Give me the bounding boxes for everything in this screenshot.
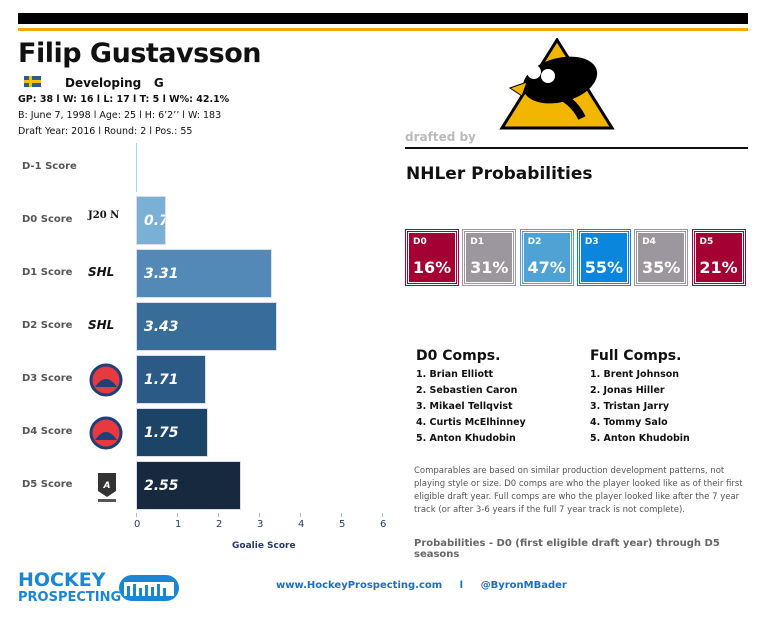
bar-3: 3.43 [136,302,277,351]
probability-label: D1 [470,237,485,247]
bio-line: B: June 7, 1998 l Age: 25 l H: 6’2’’ l W… [18,110,222,121]
d0-comps-list: 1. Brian Elliott 2. Sebastien Caron 3. M… [416,367,526,447]
d0-comps-title: D0 Comps. [416,348,501,364]
penguins-logo-icon [499,38,615,130]
probability-label: D5 [699,237,714,247]
probability-value: 55% [584,258,624,277]
probability-label: D0 [413,237,427,247]
league-logo-shl: SHL [88,264,115,279]
tick-mark [300,513,301,517]
league-logo-j20-n: J20 N [88,210,120,221]
svg-text:A: A [103,481,111,491]
brand-line1: HOCKEY [18,569,106,591]
row-label: D3 Score [22,372,73,384]
probability-box-d5: D5 21% [691,229,746,286]
bar-value-label: 3.43 [144,318,179,335]
tick-label: 3 [257,519,264,530]
tick-mark [136,513,137,517]
status-text: Developing [65,76,142,90]
bar-value-label: 0.73 [144,212,165,229]
probability-value: 16% [412,258,452,277]
bar-5: 1.75 [136,408,208,457]
bar-4: 1.71 [136,355,207,404]
footer-links: www.HockeyProspecting.com l @ByronMBader [276,580,567,591]
probability-value: 47% [527,258,566,277]
comp-item: 5. Anton Khudobin [590,433,690,444]
probability-box-d2: D2 47% [519,229,574,286]
probability-value: 21% [699,258,738,277]
probability-box-d0: D0 16% [405,229,459,286]
probabilities-title: NHLer Probabilities [406,164,593,184]
league-logo-shl: SHL [88,317,115,332]
draft-line: Draft Year: 2016 l Round: 2 l Pos.: 55 [18,126,193,137]
comp-item: 3. Tristan Jarry [590,401,670,412]
row-label: D5 Score [22,478,73,490]
bar-6: 2.55 [136,461,241,510]
drafted-by-label: drafted by [405,130,476,144]
probabilities-note: Probabilities - D0 (first eligible draft… [414,538,720,560]
row-label: D0 Score [22,213,73,225]
header-accent-line [18,28,748,31]
sweden-flag-icon [24,76,41,87]
probability-box-d4: D4 35% [634,229,689,286]
comp-item: 2. Sebastien Caron [416,385,518,396]
tick-label: 6 [380,519,387,530]
website-link[interactable]: www.HockeyProspecting.com [276,580,443,591]
position-text: G [153,76,164,90]
player-status: Developing G [65,76,164,90]
tick-mark [218,513,219,517]
tick-label: 4 [298,519,305,530]
bar-1: 0.73 [136,196,166,245]
row-label: D2 Score [22,319,73,331]
comp-item: 2. Jonas Hiller [590,385,665,396]
league-logo-hockeyallsvenskan: A [95,469,119,506]
tick-label: 0 [134,519,141,530]
x-axis-label: Goalie Score [232,541,296,551]
brand-line2: PROSPECTING [18,590,122,605]
player-name: Filip Gustavsson [18,38,262,69]
comps-note: Comparables are based on similar product… [414,466,743,515]
bar-value-label: 1.71 [144,371,179,388]
comp-item: 1. Brian Elliott [416,369,494,380]
bar-value-label: 2.55 [144,477,179,494]
header-bar [18,13,748,24]
tick-mark [382,513,383,517]
league-logo-ahl [89,363,123,400]
full-comps-list: 1. Brent Johnson 2. Jonas Hiller 3. Tris… [590,367,690,447]
tick-mark [341,513,342,517]
bar-2: 3.31 [136,249,272,298]
bar-0 [136,143,137,192]
probability-label: D2 [527,237,542,247]
row-label: D-1 Score [22,160,77,172]
divider [405,147,748,149]
twitter-link[interactable]: @ByronMBader [480,580,567,591]
comp-item: 3. Mikael Tellqvist [416,401,513,412]
row-label: D4 Score [22,425,73,437]
bar-value-label: 1.75 [144,424,179,441]
stats-line: GP: 38 l W: 16 l L: 17 l T: 5 l W%: 42.1… [18,94,230,105]
separator: l [459,580,464,591]
bar-value-label: 3.31 [144,265,179,282]
row-label: D1 Score [22,266,73,278]
comp-item: 4. Tommy Salo [590,417,668,428]
tick-mark [177,513,178,517]
comp-item: 4. Curtis McElhinney [416,417,526,428]
probability-box-d3: D3 55% [576,229,631,286]
tick-mark [259,513,260,517]
probability-value: 35% [642,258,681,277]
probability-label: D3 [584,237,599,247]
tick-label: 1 [175,519,182,530]
full-comps-title: Full Comps. [590,348,682,364]
rink-logo-icon [119,575,179,601]
probability-value: 31% [470,258,509,277]
probability-label: D4 [642,237,656,247]
tick-label: 5 [339,519,346,530]
comp-item: 1. Brent Johnson [590,369,680,380]
tick-label: 2 [216,519,223,530]
hockey-prospecting-logo: HOCKEY PROSPECTING [18,569,122,606]
comp-item: 5. Anton Khudobin [416,433,516,444]
league-logo-ahl [89,416,123,453]
probability-box-d1: D1 31% [462,229,517,286]
